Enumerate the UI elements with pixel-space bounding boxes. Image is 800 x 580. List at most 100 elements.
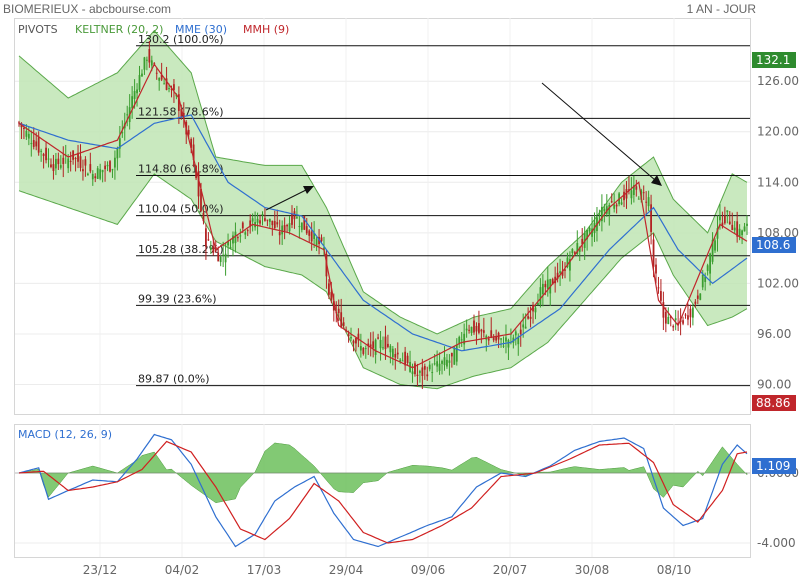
candle-body: [259, 220, 261, 224]
candle-body: [300, 222, 303, 230]
candle-body: [524, 326, 527, 329]
candle-body: [480, 329, 483, 332]
candle-body: [699, 293, 702, 300]
candle-body: [399, 359, 402, 362]
candle-body: [160, 75, 163, 80]
candle-body: [623, 191, 625, 201]
candle-body: [42, 153, 45, 157]
candle-body: [372, 341, 375, 348]
y-tick-label: 114.00: [757, 175, 799, 189]
candle-body: [677, 322, 680, 324]
candle-body: [433, 363, 436, 365]
candle-body: [308, 230, 311, 236]
candle-body: [716, 228, 719, 239]
candle-body: [283, 225, 286, 232]
candle-body: [47, 158, 50, 160]
candle-body: [655, 264, 657, 274]
candle-body: [50, 164, 52, 168]
candle-body: [330, 292, 333, 301]
candle-body: [731, 224, 734, 231]
candle-body: [588, 227, 591, 232]
x-tick-label: 17/03: [247, 563, 282, 577]
candle-body: [79, 156, 82, 168]
candle-body: [463, 333, 466, 345]
candle-body: [30, 143, 33, 145]
candle-body: [54, 158, 57, 169]
candle-body: [441, 360, 443, 364]
candle-body: [495, 336, 498, 341]
macd-panel: [14, 424, 751, 558]
candle-body: [327, 283, 330, 295]
candle-body: [667, 316, 670, 325]
candle-body: [158, 77, 161, 81]
candle-body: [576, 243, 579, 255]
candle-body: [84, 159, 87, 166]
candle-body: [126, 114, 129, 116]
candle-body: [377, 337, 379, 339]
candle-body: [180, 108, 183, 118]
x-tick-label: 29/04: [329, 563, 364, 577]
candle-body: [694, 301, 697, 304]
candle-body: [170, 88, 173, 90]
candle-body: [369, 344, 372, 347]
candle-body: [86, 173, 89, 176]
candle-body: [303, 216, 306, 230]
candle-body: [384, 336, 387, 350]
candle-body: [362, 347, 365, 354]
y-tick-label: 120.00: [757, 125, 799, 139]
candle-body: [177, 94, 180, 111]
legend-macd: MACD (12, 26, 9): [18, 428, 112, 441]
candle-body: [564, 269, 566, 271]
candle-body: [91, 173, 94, 180]
chart-title: BIOMERIEUX - abcbourse.com: [3, 2, 172, 16]
candle-body: [554, 276, 557, 284]
trend-arrow-up: [265, 186, 313, 211]
y-tick-label: 126.00: [757, 74, 799, 88]
candle-body: [682, 320, 684, 324]
candle-body: [99, 169, 102, 179]
candle-body: [293, 211, 296, 220]
candle-body: [163, 83, 166, 85]
badge-price-value: 108.6: [756, 238, 790, 252]
badge-price: [752, 237, 796, 253]
candle-body: [165, 78, 168, 90]
candle-body: [723, 215, 726, 224]
candle-body: [672, 326, 675, 328]
candle-body: [534, 307, 537, 313]
fib-level-label: 99.39 (23.6%): [138, 292, 217, 305]
candle-body: [527, 316, 530, 319]
candle-body: [74, 158, 77, 160]
badge-macd-value: 1.109: [756, 459, 790, 473]
candle-body: [244, 232, 247, 235]
candle-body: [45, 147, 47, 161]
candle-body: [487, 338, 490, 341]
candle-body: [217, 252, 220, 262]
candle-body: [136, 89, 138, 94]
candle-body: [556, 272, 559, 279]
legend-keltner: KELTNER (20, 2): [75, 23, 163, 36]
candle-body: [414, 363, 416, 375]
candle-body: [660, 291, 662, 301]
candle-body: [246, 230, 249, 232]
candle-body: [387, 343, 389, 347]
candle-body: [746, 223, 748, 226]
candle-body: [332, 301, 335, 311]
x-tick-label: 23/12: [83, 563, 118, 577]
candle-body: [109, 161, 111, 172]
candle-body: [187, 129, 190, 135]
candle-body: [296, 217, 298, 219]
x-tick-label: 04/02: [165, 563, 200, 577]
candle-body: [276, 222, 279, 225]
candle-body: [687, 315, 689, 320]
candle-body: [571, 248, 574, 254]
candle-body: [168, 88, 170, 90]
legend-pivots: PIVOTS: [18, 23, 58, 36]
candle-body: [657, 287, 660, 289]
candle-body: [736, 221, 739, 237]
candle-body: [539, 287, 542, 305]
candle-body: [261, 214, 264, 216]
candle-body: [278, 231, 281, 236]
candle-body: [610, 201, 613, 203]
candle-body: [608, 204, 611, 215]
candle-body: [291, 213, 293, 225]
